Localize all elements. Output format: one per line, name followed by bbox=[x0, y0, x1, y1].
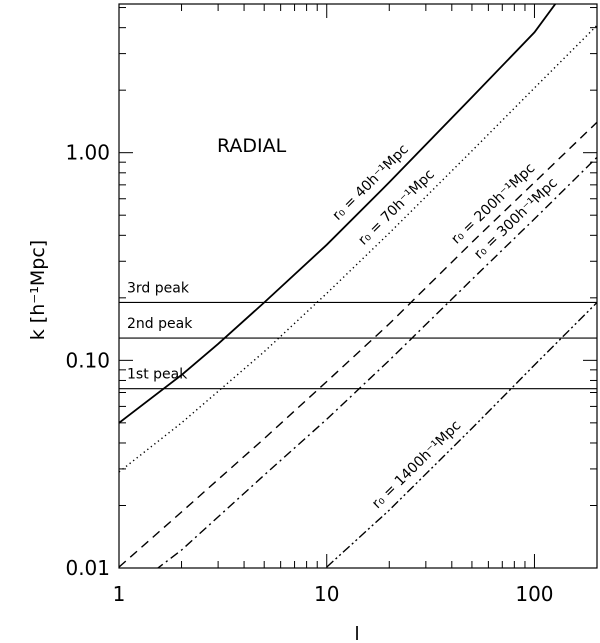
x-tick-label: 100 bbox=[515, 582, 553, 606]
y-tick-label: 0.01 bbox=[65, 556, 110, 580]
peak-lines bbox=[119, 301, 597, 390]
axis-ticks bbox=[118, 4, 598, 569]
curve-line bbox=[119, 121, 597, 568]
y-tick-label: 1.00 bbox=[65, 141, 110, 165]
curve-line bbox=[156, 156, 597, 568]
x-tick-label: 1 bbox=[113, 582, 126, 606]
peak-label: 1st peak bbox=[127, 367, 188, 383]
plot-frame bbox=[118, 3, 598, 569]
panel-label: RADIAL bbox=[217, 135, 287, 157]
x-axis-label: l bbox=[354, 623, 359, 643]
curve-label: r₀ = 1400h⁻¹Mpc bbox=[369, 418, 464, 512]
peak-labels: 3rd peak 2nd peak 1st peak bbox=[127, 280, 193, 382]
x-tick-label: 10 bbox=[314, 582, 339, 606]
curve-line bbox=[119, 4, 557, 424]
peak-label: 2nd peak bbox=[127, 316, 193, 332]
curve-line bbox=[119, 24, 597, 473]
curves bbox=[119, 4, 597, 568]
y-axis-label: k [h⁻¹Mpc] bbox=[27, 240, 49, 340]
peak-label: 3rd peak bbox=[127, 280, 190, 296]
curve-label-group: r₀ = 1400h⁻¹Mpc bbox=[369, 418, 464, 512]
y-tick-label: 0.10 bbox=[65, 348, 110, 372]
tick-labels: 1 10 100 0.01 0.10 1.00 bbox=[65, 141, 553, 606]
curve-line bbox=[326, 302, 597, 568]
